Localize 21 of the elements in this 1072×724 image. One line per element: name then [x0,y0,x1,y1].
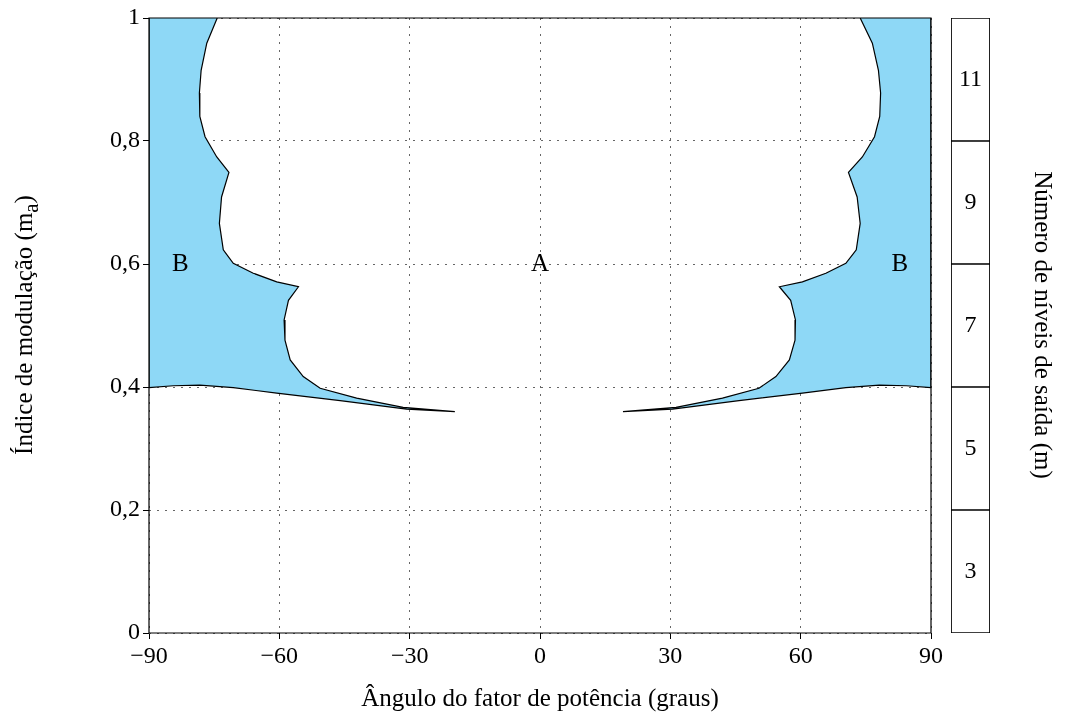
x-axis-title: Ângulo do fator de potência (graus) [361,684,719,712]
annotation: B [171,248,189,276]
y-tick-label: 0,8 [110,126,140,153]
y-tick-label: 1 [128,3,140,30]
x-tick-label: 30 [658,641,683,668]
x-tick-label: 90 [919,641,943,668]
x-tick-label: −60 [260,641,299,668]
y-tick-label: 0,4 [110,372,140,399]
series-label: 9 [964,187,977,214]
y-tick-label: 0,2 [110,495,140,522]
x-tick-label: 0 [534,641,546,668]
series-label: 7 [964,310,977,337]
annotation: A [530,248,550,276]
x-tick-label: 60 [788,641,813,668]
series-label: 5 [964,433,977,460]
series-label: 11 [958,64,983,91]
annotation: B [891,248,909,276]
x-tick-label: −30 [390,641,429,668]
y-tick-label: 0,6 [110,249,140,276]
y-axis-title: Número de níveis de saída (m) [1029,171,1057,479]
series-label: 3 [964,556,977,583]
